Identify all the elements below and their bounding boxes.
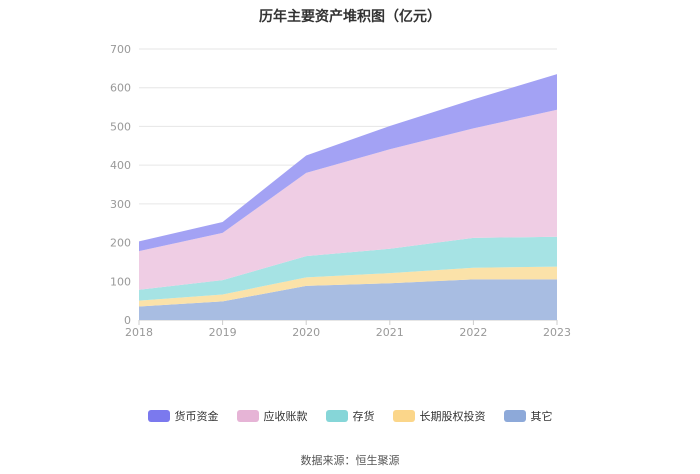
legend-item[interactable]: 其它 [503,408,553,424]
x-tick-label: 2022 [459,326,487,339]
chart-legend: 货币资金 应收账款 存货 长期股权投资 其它 [0,408,700,424]
legend-label: 应收账款 [263,410,308,423]
legend-item[interactable]: 应收账款 [236,408,308,424]
chart-title: 历年主要资产堆积图（亿元） [259,9,441,25]
legend-swatch [503,410,526,422]
legend-item[interactable]: 存货 [325,408,375,424]
x-tick-label: 2020 [292,326,320,339]
area-series-1 [139,266,557,307]
data-source: 数据来源：恒生聚源 [300,454,400,467]
legend-item[interactable]: 长期股权投资 [392,408,486,424]
legend-item[interactable]: 货币资金 [147,408,219,424]
legend-swatch [325,410,348,422]
area-series-3 [139,109,557,290]
legend-label: 长期股权投资 [419,410,486,423]
legend-swatch [147,410,170,422]
y-tick-label: 300 [110,198,131,211]
x-tick-label: 2021 [376,326,404,339]
legend-label: 货币资金 [174,410,219,423]
area-series-2 [139,236,557,301]
y-tick-label: 0 [124,314,131,327]
area-series-4 [139,74,557,252]
y-tick-label: 500 [110,120,131,133]
y-tick-label: 600 [110,82,131,95]
y-tick-label: 400 [110,159,131,172]
x-tick-label: 2018 [125,326,153,339]
legend-swatch [236,410,259,422]
y-tick-label: 700 [110,43,131,56]
y-tick-label: 200 [110,237,131,250]
x-tick-label: 2019 [209,326,237,339]
y-tick-label: 100 [110,275,131,288]
legend-swatch [392,410,415,422]
legend-label: 其它 [530,410,553,423]
legend-label: 存货 [352,410,375,423]
x-tick-label: 2023 [543,326,571,339]
area-series-0 [139,279,557,320]
stacked-area-chart: 0 100 200 300 400 500 600 700 2018 2019 2020 2021 20… [110,43,571,339]
